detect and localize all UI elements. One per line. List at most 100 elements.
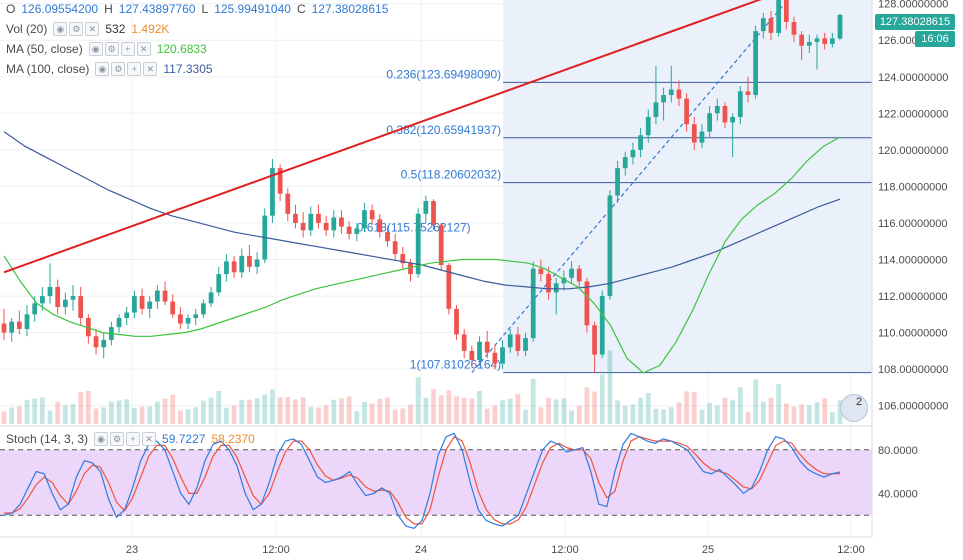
volume-bar [277,397,283,424]
candle-body [553,283,559,293]
candle-body [170,301,176,315]
candle-body [39,296,45,304]
candle-body [607,195,613,297]
settings-icon[interactable]: ⚙ [104,42,119,56]
close-icon[interactable]: ✕ [136,42,151,56]
close-icon[interactable]: ✕ [143,62,158,76]
volume-bar [369,403,375,424]
us-flag-icon[interactable] [840,394,868,422]
bar-countdown: 16:06 [915,31,955,47]
volume-bar [47,410,53,424]
eye-icon[interactable]: ◉ [53,22,68,36]
eye-icon[interactable]: ◉ [88,42,103,56]
candle-body [277,168,283,194]
volume-label: Vol (20) [6,22,48,36]
close-value: 127.38028615 [311,2,389,16]
close-icon[interactable]: ✕ [85,22,100,36]
candle-body [415,213,421,275]
ma50-controls[interactable]: ◉ ⚙ + ✕ [88,42,151,56]
add-icon[interactable]: + [120,42,135,56]
volume-bar [216,391,222,424]
ohlc-legend: O 126.09554200 H 127.43897760 L 125.9949104… [6,1,388,17]
price-tick-label: 118.00000000 [878,181,948,193]
volume-bar [806,405,812,424]
candle-body [385,232,390,242]
volume-bar [423,397,429,424]
price-tick-label: 110.00000000 [878,328,948,340]
candle-body [661,95,666,103]
candle-body [714,106,720,114]
candle-body [684,98,689,125]
volume-bar [538,407,544,424]
volume-bar [93,408,99,424]
candle-body [247,255,252,267]
trend-line[interactable] [3,0,809,274]
candle-body [392,241,398,255]
settings-icon[interactable]: ⚙ [69,22,84,36]
candle-body [216,274,222,293]
candle-body [676,89,682,99]
volume-bar [684,391,689,424]
volume-bar [124,399,130,424]
candle-body [753,31,759,96]
eye-icon[interactable]: ◉ [95,62,110,76]
volume-bar [515,393,521,424]
candle-body [408,263,413,275]
stoch-controls[interactable]: ◉ ⚙ + ✕ [94,432,157,446]
volume-bar [270,389,275,424]
candlestick-series [1,0,843,373]
eye-icon[interactable]: ◉ [94,432,109,446]
volume-bar [354,411,360,424]
stochastic-panel [0,425,872,529]
candle-body [377,219,383,233]
candle-body [55,286,61,308]
candle-body [331,217,337,231]
candle-body [323,222,329,231]
volume-bar [308,406,314,424]
settings-icon[interactable]: ⚙ [111,62,126,76]
settings-icon[interactable]: ⚙ [110,432,125,446]
ma50-label: MA (50, close) [6,42,83,56]
fib-diagonal [471,0,789,374]
add-icon[interactable]: + [126,432,141,446]
add-icon[interactable]: + [127,62,142,76]
volume-bar [224,407,229,424]
candle-body [423,201,429,214]
candle-body [339,217,344,227]
stoch-legend[interactable]: Stoch (14, 3, 3) ◉ ⚙ + ✕ 59.7227 58.2370 [6,431,255,447]
candle-body [446,265,452,309]
time-axis[interactable]: 23 12:00 24 12:00 25 12:00 [0,536,872,556]
fib-level-label: 0.618(115.75262127) [357,221,471,235]
ma100-value: 117.3305 [163,62,213,76]
candle-body [783,0,789,22]
time-tick-label: 23 [126,544,138,556]
low-label: L [201,2,209,16]
close-icon[interactable]: ✕ [142,432,157,446]
candle-body [691,124,697,143]
volume-bar [776,384,782,424]
candle-body [768,18,774,33]
ma100-legend[interactable]: MA (100, close) ◉ ⚙ + ✕ 117.3305 [6,61,213,77]
candle-body [615,168,620,196]
candle-body [185,318,191,324]
volume-bar [523,409,528,424]
ma50-legend[interactable]: MA (50, close) ◉ ⚙ + ✕ 120.6833 [6,41,207,57]
volume-bar [254,398,260,424]
fibonacci-retracement[interactable]: 1(107.81026164) 0.5(118.20602032) 0.382(12… [357,0,872,374]
ma50-line [3,136,841,374]
volume-controls[interactable]: ◉ ⚙ ✕ [53,22,100,36]
price-tick-label: 108.00000000 [878,364,948,376]
price-axis[interactable]: 128.00000000126.00000000124.00000000122.… [871,0,963,560]
candle-body [576,268,582,282]
candle-body [93,336,99,348]
volume-bar [208,397,214,424]
volume-bar [16,406,22,424]
candle-body [231,261,237,273]
ma100-controls[interactable]: ◉ ⚙ + ✕ [95,62,158,76]
volume-bar [745,412,751,424]
candle-body [139,296,145,309]
volume-bar [239,399,245,424]
volume-legend[interactable]: Vol (20) ◉ ⚙ ✕ 532 1.492K [6,21,169,37]
candle-body [477,341,482,361]
